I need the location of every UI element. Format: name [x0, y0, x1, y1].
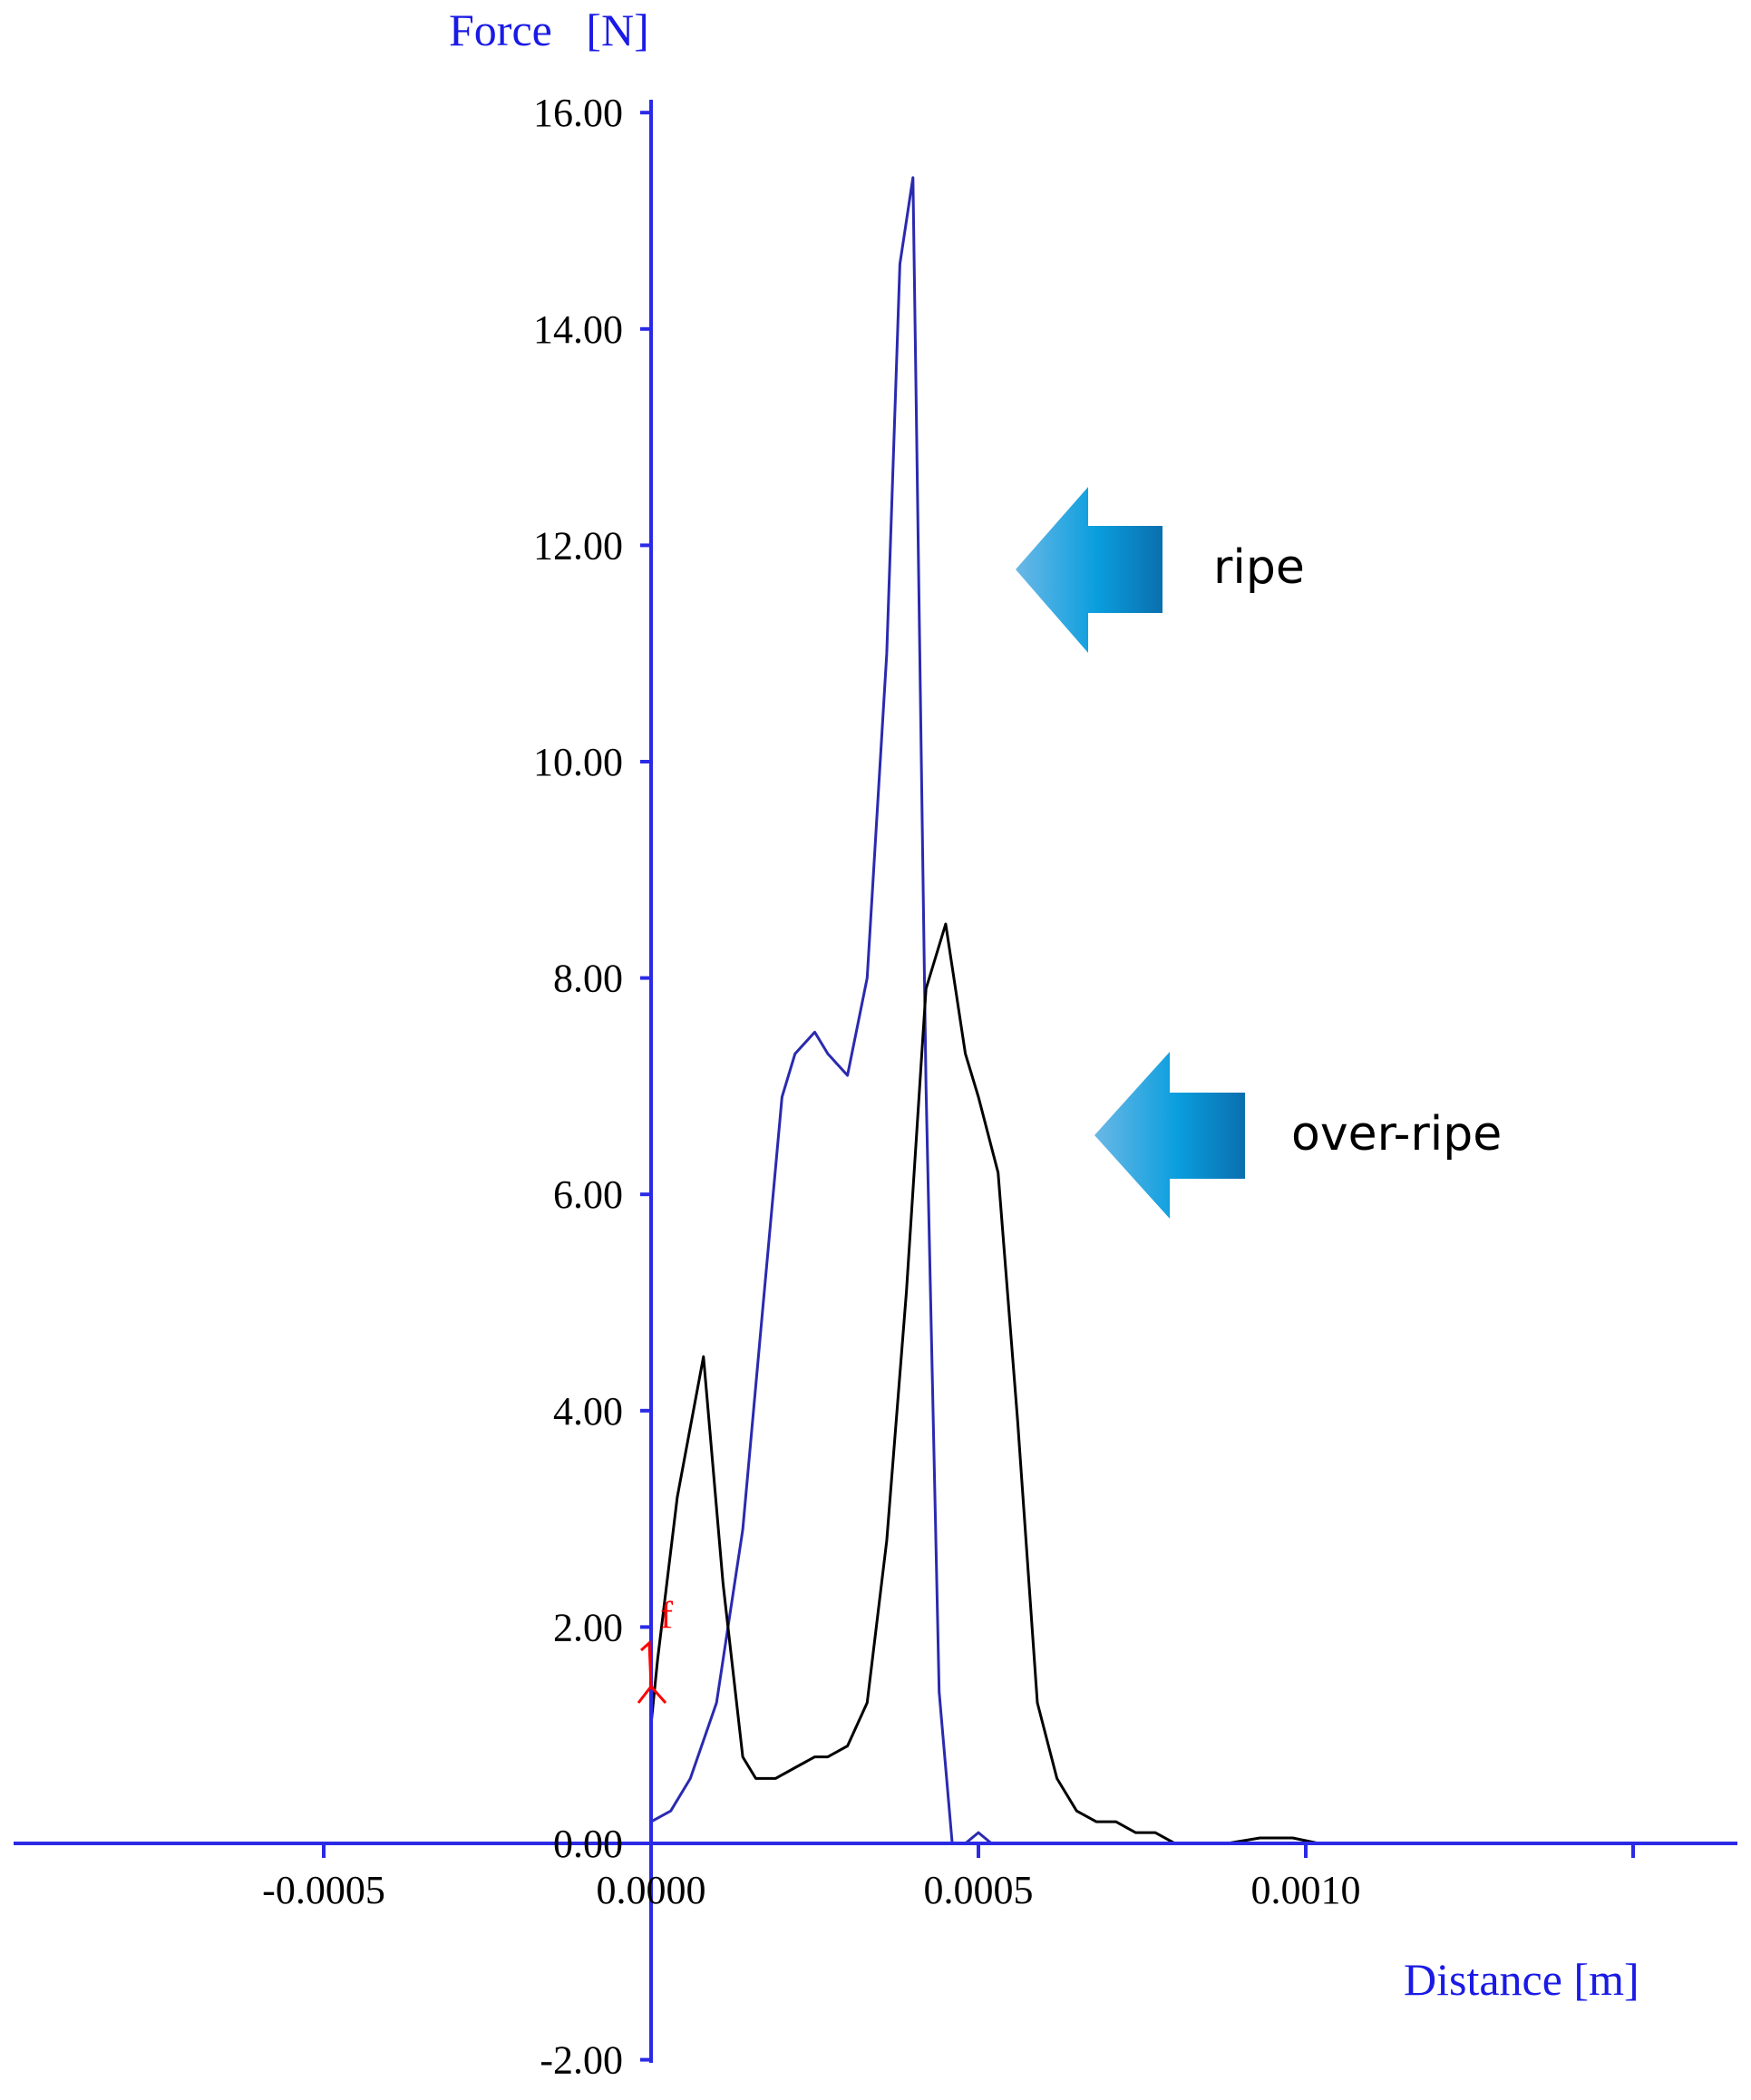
y-tick-label: -2.00: [540, 2038, 623, 2083]
x-tick-label: 0.0000: [597, 1868, 706, 1912]
series-layer: [649, 176, 1319, 1845]
y-tick-label: 2.00: [553, 1605, 623, 1649]
y-tick-label: 14.00: [533, 307, 623, 352]
x-tick-label: 0.0005: [924, 1868, 1034, 1912]
x-axis-title: Distance [m]: [1404, 1954, 1639, 2005]
y-tick-label: 12.00: [533, 523, 623, 568]
y-tick-label: 0.00: [553, 1822, 623, 1866]
x-tick-label: -0.0005: [262, 1868, 385, 1912]
marker-glyph-icon: [637, 1639, 667, 1704]
series-line-2: [649, 922, 1319, 1845]
over-ripe-label: over-ripe: [1291, 1107, 1502, 1162]
red-marker: f: [637, 1595, 673, 1704]
y-tick-label: 8.00: [553, 957, 623, 1001]
marker-label: f: [660, 1595, 673, 1637]
y-tick-label: 10.00: [533, 740, 623, 784]
x-tick-label: 0.0010: [1251, 1868, 1361, 1912]
y-axis-title: Force [N]: [449, 5, 649, 55]
y-tick-label: 4.00: [553, 1389, 623, 1434]
y-tick-label: 16.00: [533, 91, 623, 135]
ripe-label: ripe: [1213, 540, 1305, 595]
ripe-arrow-icon: [1016, 487, 1162, 653]
series-line-1: [650, 176, 1012, 1845]
y-tick-label: 6.00: [553, 1172, 623, 1217]
over-ripe-arrow-icon: [1094, 1052, 1245, 1219]
tick-layer: -2.00 0.00 2.00 4.00 6.00 8.00 10.00 12.00 14.00…: [262, 91, 1635, 2083]
